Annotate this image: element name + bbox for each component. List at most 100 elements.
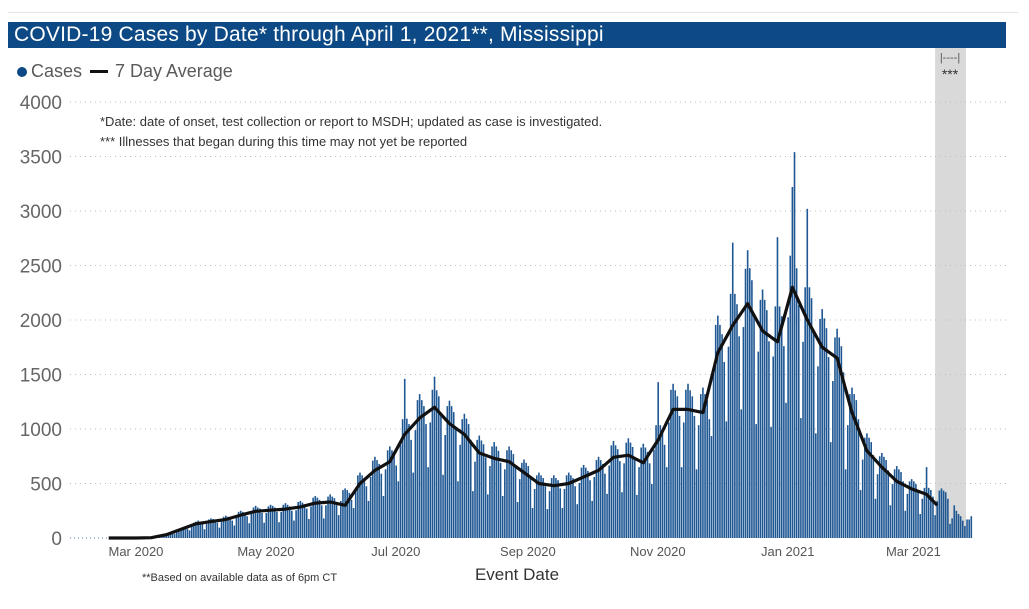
- case-bar: [195, 521, 197, 538]
- case-bar: [216, 522, 219, 538]
- case-bar: [376, 460, 378, 538]
- case-bar: [957, 514, 960, 538]
- case-bar: [785, 402, 787, 538]
- case-bar: [604, 473, 606, 538]
- case-bar: [876, 474, 879, 538]
- case-bar: [640, 447, 642, 538]
- case-bar: [386, 450, 389, 538]
- case-bar: [584, 467, 587, 538]
- case-bar: [310, 506, 312, 538]
- case-bar: [476, 439, 478, 538]
- case-bar: [838, 337, 841, 538]
- case-bar: [772, 356, 775, 538]
- case-bar: [173, 533, 176, 538]
- case-bar: [478, 435, 481, 538]
- case-bar: [625, 442, 628, 538]
- case-bar: [438, 396, 440, 538]
- case-bar: [540, 475, 542, 538]
- case-bar: [299, 500, 302, 538]
- case-bar: [220, 521, 223, 538]
- case-bar: [608, 465, 610, 538]
- case-bar: [518, 479, 521, 538]
- case-bar: [825, 328, 828, 538]
- case-bar: [380, 473, 383, 538]
- case-bar: [465, 418, 468, 538]
- case-bar: [612, 440, 615, 538]
- case-bar: [271, 505, 274, 538]
- case-bar: [570, 475, 572, 538]
- case-bar: [514, 465, 517, 538]
- case-bar: [706, 400, 708, 538]
- case-bar: [576, 504, 579, 538]
- case-bar: [859, 490, 862, 538]
- case-bar: [491, 446, 493, 538]
- case-bar: [282, 504, 285, 538]
- case-bar: [178, 529, 180, 538]
- case-bar: [446, 406, 449, 538]
- case-bar: [763, 299, 766, 538]
- y-tick-label: 1500: [20, 366, 62, 387]
- case-bar: [821, 309, 823, 538]
- y-tick-label: 3000: [20, 202, 62, 223]
- case-bar: [614, 445, 617, 538]
- case-bar: [542, 478, 544, 538]
- x-tick-label: Sep 2020: [500, 544, 556, 559]
- case-bar: [188, 530, 191, 538]
- case-bar: [342, 490, 344, 538]
- case-bar: [527, 466, 530, 538]
- case-bar: [817, 366, 819, 538]
- case-bar: [410, 439, 412, 538]
- case-bar: [161, 536, 163, 538]
- case-bar: [746, 250, 749, 539]
- case-bar: [870, 442, 872, 538]
- y-tick-label: 4000: [20, 93, 62, 114]
- case-bar: [499, 462, 502, 538]
- case-bar: [780, 316, 783, 538]
- case-bar: [846, 425, 849, 538]
- case-bar: [389, 446, 391, 538]
- chart-title: COVID-19 Cases by Date* through April 1,…: [14, 23, 604, 46]
- case-bar: [367, 500, 370, 538]
- case-bar: [580, 467, 583, 538]
- x-tick-label: Jul 2020: [371, 544, 420, 559]
- case-bar: [591, 500, 593, 538]
- case-bar: [961, 520, 964, 538]
- case-bar: [337, 515, 340, 538]
- case-bar: [378, 463, 380, 538]
- case-bar: [648, 463, 651, 538]
- case-bar: [923, 487, 926, 538]
- case-bar: [363, 478, 366, 538]
- case-bar: [855, 400, 858, 538]
- case-bar: [616, 449, 619, 538]
- case-bar: [627, 438, 630, 538]
- case-bar: [391, 450, 393, 538]
- case-bar: [308, 518, 310, 538]
- case-bar: [269, 504, 272, 538]
- case-bar: [495, 446, 498, 538]
- case-bar: [793, 152, 796, 538]
- case-bar: [606, 493, 608, 538]
- case-bar: [563, 488, 566, 538]
- case-bar: [182, 527, 184, 538]
- case-bar: [827, 357, 830, 538]
- case-bar: [942, 490, 945, 538]
- case-bar: [284, 503, 287, 538]
- case-bar: [365, 486, 368, 538]
- case-bar: [925, 467, 928, 538]
- case-bar: [674, 390, 677, 538]
- case-bar: [951, 518, 953, 538]
- case-bar: [293, 520, 295, 538]
- case-bar: [872, 455, 875, 538]
- case-bar: [486, 494, 489, 538]
- case-bar: [512, 454, 515, 538]
- case-bar: [738, 336, 740, 538]
- case-bar: [301, 502, 304, 538]
- case-bar: [359, 472, 361, 538]
- case-bar: [516, 502, 519, 538]
- case-bar: [874, 498, 877, 538]
- case-bar: [263, 522, 265, 538]
- case-bar: [561, 508, 564, 538]
- case-bar: [725, 421, 728, 538]
- case-bar: [199, 521, 202, 538]
- case-bar: [751, 280, 753, 538]
